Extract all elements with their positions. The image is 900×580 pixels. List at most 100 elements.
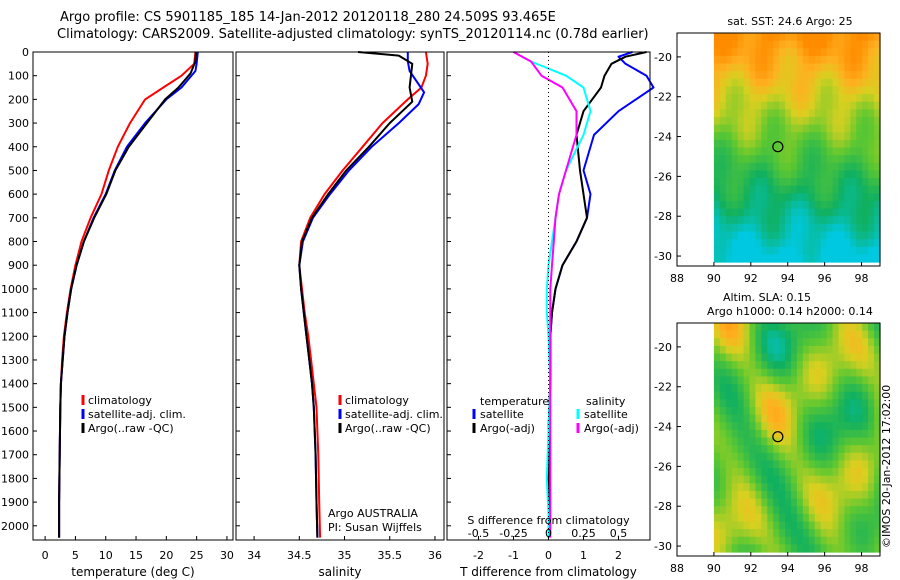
map-sst-cell: [844, 231, 851, 240]
map-sst-cell: [743, 216, 751, 225]
map-sst-cell: [874, 185, 881, 194]
map-sla-cell: [737, 452, 745, 462]
difference-top-tick-label: 0: [545, 527, 552, 540]
map-sla-cell: [856, 536, 863, 545]
map-sst-cell: [767, 40, 774, 49]
map-sst-cell: [808, 55, 816, 65]
map-sla-field: [713, 323, 881, 553]
map-sla-cell: [820, 544, 828, 553]
map-sst-cell: [820, 216, 828, 225]
map-sst-cell: [779, 78, 786, 88]
map-sst-cell: [773, 208, 780, 217]
map-sla-cell: [820, 445, 828, 454]
map-sla-cell: [719, 399, 727, 408]
map-sst-cell: [814, 162, 822, 172]
salinity-legend-label: satellite-adj. clim.: [345, 408, 443, 421]
map-sla-xtick-label: 90: [707, 562, 721, 575]
map-sla-cell: [719, 361, 727, 370]
map-sst-cell: [785, 78, 792, 88]
map-sla-cell: [856, 399, 863, 408]
map-sst-cell: [802, 71, 810, 80]
map-sst-cell: [713, 78, 721, 88]
map-sst-cell: [713, 48, 721, 57]
map-sla-cell: [856, 490, 863, 500]
map-sla-cell: [820, 330, 828, 339]
map-sla-cell: [731, 437, 739, 446]
map-sst-cell: [755, 254, 762, 263]
map-sst-cell: [826, 246, 834, 255]
map-sla-ytick-label: -22: [654, 381, 672, 394]
map-sla-cell: [743, 452, 751, 462]
map-sla-cell: [844, 368, 851, 378]
map-sla-cell: [737, 490, 745, 500]
map-sla-cell: [802, 452, 810, 462]
difference-top-tick-label: 0.5: [610, 527, 628, 540]
map-sla-cell: [755, 483, 762, 492]
map-sla-cell: [802, 338, 810, 347]
map-sst-cell: [874, 193, 881, 202]
map-sst-cell: [749, 216, 757, 225]
map-sst-cell: [802, 193, 810, 202]
map-sst-cell: [713, 139, 721, 149]
map-sst-cell: [802, 162, 810, 172]
map-sst-cell: [737, 216, 745, 225]
map-sst-cell: [779, 63, 786, 72]
map-sst-cell: [725, 124, 733, 133]
map-sst-cell: [791, 116, 798, 126]
map-sla-cell: [755, 529, 762, 538]
map-sla-cell: [826, 376, 834, 385]
map-sst-cell: [844, 254, 851, 263]
map-sst-cell: [850, 155, 857, 164]
map-sst-cell: [779, 94, 786, 103]
map-sla-cell: [832, 536, 840, 545]
map-sla-cell: [725, 384, 733, 393]
map-sla-cell: [832, 452, 840, 462]
map-sla-cell: [713, 529, 721, 538]
map-sst-cell: [785, 101, 792, 110]
map-sst-cell: [749, 63, 757, 72]
map-sla-argo-marker: [772, 431, 784, 443]
map-sla-cell: [814, 452, 822, 462]
map-sst-cell: [767, 185, 774, 194]
map-sla-cell: [808, 353, 816, 362]
map-sla-cell: [731, 384, 739, 393]
map-sla-cell: [808, 490, 816, 500]
map-sla-cell: [719, 422, 727, 431]
map-sst-cell: [773, 185, 780, 194]
map-sla-cell: [856, 437, 863, 446]
map-sla-cell: [832, 414, 840, 423]
map-sst-cell: [862, 48, 869, 57]
map-sst-cell: [874, 109, 881, 118]
map-sla-cell: [791, 353, 798, 362]
difference-legend-label: Argo(-adj): [480, 422, 535, 435]
map-sst-cell: [731, 78, 739, 88]
map-sst-cell: [719, 170, 727, 179]
map-sst-cell: [862, 78, 869, 88]
map-sla-cell: [820, 323, 828, 332]
map-sla-cell: [785, 506, 792, 515]
map-sst-ytick-label: -26: [654, 170, 672, 183]
map-sst-cell: [826, 63, 834, 72]
map-sla-cell: [773, 391, 780, 400]
map-sst-cell: [826, 78, 834, 88]
map-sla-cell: [755, 422, 762, 431]
map-sst-cell: [737, 139, 745, 149]
map-sst-cell: [767, 246, 774, 255]
map-sla-cell: [814, 414, 822, 423]
map-sla-cell: [791, 513, 798, 523]
map-sla-cell: [808, 330, 816, 339]
map-sla-cell: [713, 452, 721, 462]
map-sla-cell: [767, 384, 774, 393]
map-sla-cell: [832, 483, 840, 492]
map-sla-cell: [838, 353, 846, 362]
map-sst-cell: [808, 239, 816, 248]
map-sst-cell: [737, 239, 745, 248]
map-sst-cell: [731, 254, 739, 263]
map-sst-cell: [791, 94, 798, 103]
map-sst-cell: [749, 124, 757, 133]
map-sst-cell: [791, 246, 798, 255]
map-sla-cell: [802, 399, 810, 408]
map-sla-cell: [838, 323, 846, 332]
map-sla-cell: [785, 529, 792, 538]
map-sst-cell: [725, 86, 733, 95]
